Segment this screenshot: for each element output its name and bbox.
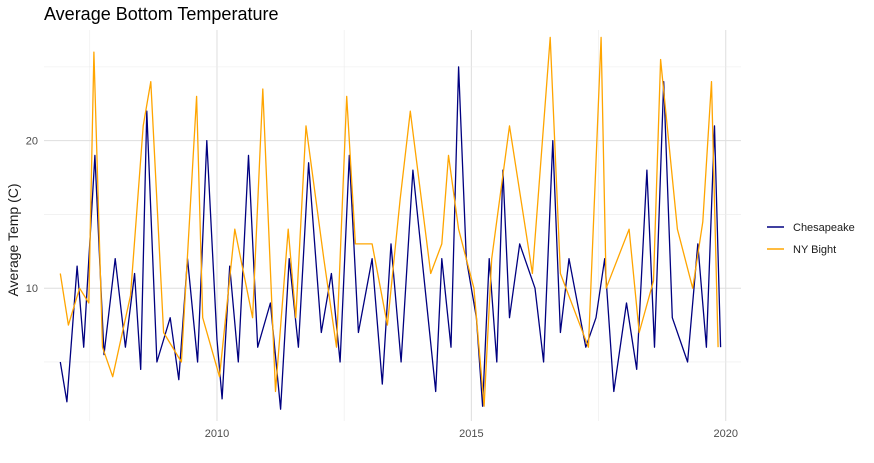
x-tick-label: 2020 [713,428,737,440]
x-axis-ticks: 2010 2015 2020 [205,428,738,440]
legend: Chesapeake NY Bight [767,222,855,256]
grid [44,30,741,421]
y-tick-label: 20 [26,136,38,148]
y-tick-label: 10 [26,283,38,295]
chart-title: Average Bottom Temperature [44,4,279,24]
series-layer [59,36,722,410]
legend-label: Chesapeake [793,222,855,234]
x-tick-label: 2010 [205,428,229,440]
legend-label: NY Bight [793,244,836,256]
series-line-chesapeake [59,66,722,410]
series-line-ny-bight [59,36,719,407]
x-tick-label: 2015 [459,428,483,440]
y-axis-ticks: 10 20 [26,136,38,296]
